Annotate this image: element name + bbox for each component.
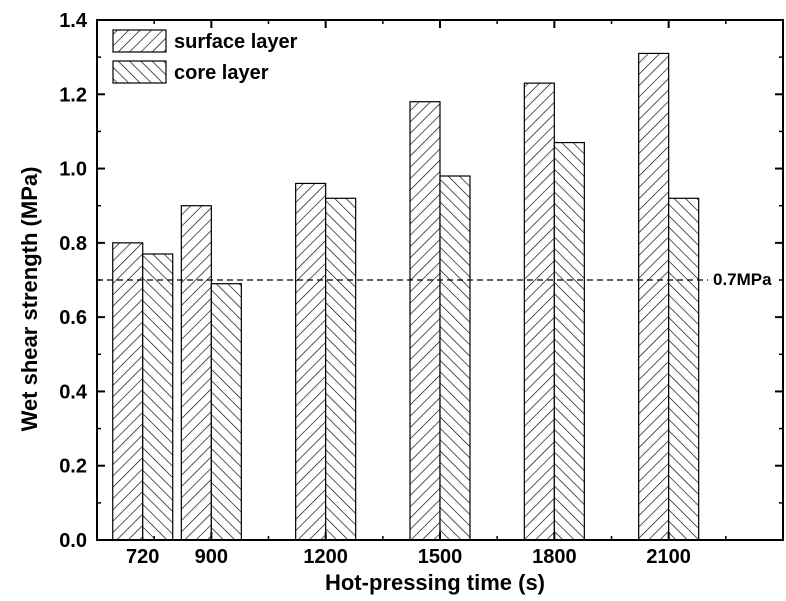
bars-layer xyxy=(112,52,700,541)
x-axis-title: Hot-pressing time (s) xyxy=(325,570,545,595)
bar-core-layer-720 xyxy=(142,253,174,541)
y-tick-label: 0.8 xyxy=(59,233,87,255)
bar-surface-layer-2100 xyxy=(638,52,670,541)
legend-label-core-layer: core layer xyxy=(174,62,269,84)
legend-label-surface-layer: surface layer xyxy=(174,31,298,53)
x-tick-label: 2100 xyxy=(646,546,691,568)
x-tick-label: 1800 xyxy=(532,546,577,568)
legend-swatch-core-layer xyxy=(112,60,167,84)
x-tick-label: 720 xyxy=(126,546,159,568)
legend-swatch-surface-layer xyxy=(112,29,167,53)
y-tick-label: 0.2 xyxy=(59,456,87,478)
bar-core-layer-1500 xyxy=(439,175,471,541)
legend: surface layer core layer xyxy=(112,29,298,84)
y-axis-title: Wet shear strength (MPa) xyxy=(17,167,42,432)
bar-core-layer-1200 xyxy=(325,197,357,541)
bar-core-layer-900 xyxy=(210,283,242,541)
bar-core-layer-1800 xyxy=(553,141,585,541)
reference-line-label: 0.7MPa xyxy=(713,270,772,289)
bar-surface-layer-720 xyxy=(112,242,144,541)
bar-surface-layer-1200 xyxy=(295,182,327,541)
y-tick-label: 0.6 xyxy=(59,307,87,329)
x-tick-label: 900 xyxy=(195,546,228,568)
y-tick-label: 1.4 xyxy=(59,10,88,32)
y-tick-label: 1.2 xyxy=(59,84,87,106)
bar-surface-layer-1800 xyxy=(523,82,555,541)
y-tick-label: 1.0 xyxy=(59,159,87,181)
bar-core-layer-2100 xyxy=(668,197,700,541)
bar-surface-layer-900 xyxy=(180,205,212,541)
x-tick-label: 1500 xyxy=(418,546,463,568)
y-tick-label: 0.4 xyxy=(59,381,88,403)
x-tick-label: 1200 xyxy=(303,546,348,568)
bar-surface-layer-1500 xyxy=(409,101,441,541)
axes-layer: 0.0 0.2 0.4 0.6 0.8 1.0 1.2 1.4 720 900 1200 1500 18… xyxy=(59,10,784,568)
y-tick-label: 0.0 xyxy=(59,530,87,552)
